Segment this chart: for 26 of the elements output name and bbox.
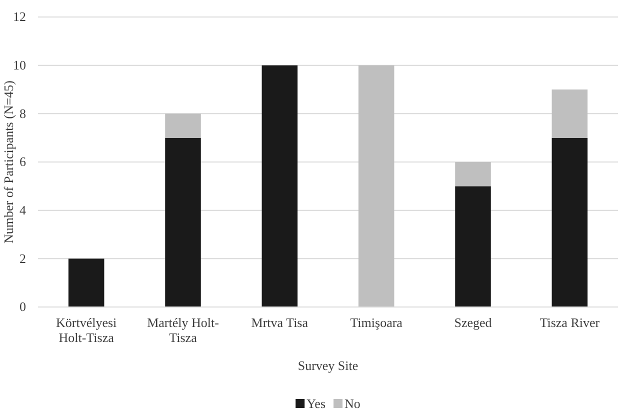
- x-tick-label: Mrtva Tisa: [251, 315, 308, 330]
- legend-label: Yes: [306, 396, 326, 411]
- y-tick-label: 10: [13, 57, 26, 72]
- bar: [68, 258, 104, 307]
- y-tick-label: 0: [20, 299, 26, 314]
- x-axis-title: Survey Site: [298, 358, 358, 373]
- x-tick-label: Szeged: [454, 315, 492, 330]
- y-tick-label: 8: [20, 106, 26, 121]
- y-axis-title: Number of Participants (N=45): [1, 80, 16, 244]
- bar: [552, 90, 588, 138]
- bar: [358, 65, 394, 307]
- bar: [165, 138, 201, 307]
- y-tick-label: 4: [20, 202, 26, 218]
- bar: [552, 138, 588, 307]
- x-tick-label: Timişoara: [350, 315, 403, 330]
- bar: [455, 162, 491, 186]
- bar: [165, 114, 201, 138]
- y-tick-label: 2: [20, 250, 26, 266]
- x-tick-label: Tisza River: [540, 315, 600, 330]
- bar: [262, 65, 298, 307]
- x-tick-label: Körtvélyesi Holt-Tisza: [56, 315, 118, 345]
- legend-label: No: [344, 396, 360, 411]
- bar: [455, 186, 491, 307]
- y-tick-label: 6: [20, 154, 26, 170]
- y-tick-label: 12: [13, 9, 26, 24]
- x-tick-label: Martély Holt-Tisza: [147, 315, 219, 345]
